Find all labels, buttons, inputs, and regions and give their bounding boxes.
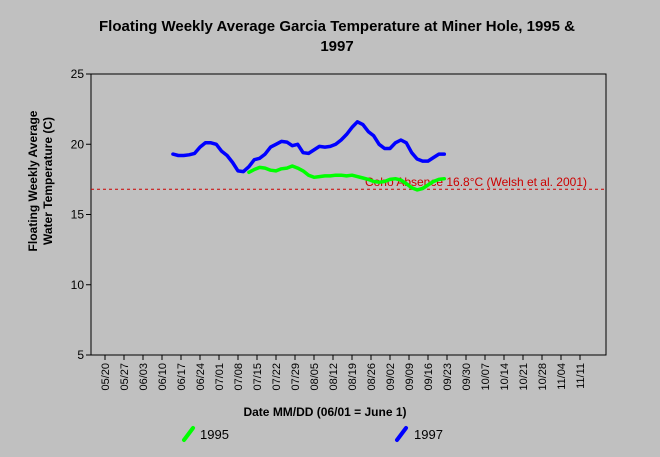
x-tick-label: 09/02 <box>385 363 397 391</box>
series-1995-line <box>247 164 447 192</box>
x-tick-label: 06/24 <box>195 363 207 391</box>
x-tick-label: 10/21 <box>518 363 530 391</box>
chart-title-line2: 1997 <box>320 38 353 55</box>
x-tick-label: 09/09 <box>404 363 416 391</box>
x-tick-label: 08/12 <box>328 363 340 391</box>
y-axis-label-line1: Floating Weekly Average <box>26 110 40 251</box>
legend-label-1995: 1995 <box>200 427 229 442</box>
x-tick-label: 06/03 <box>138 363 150 391</box>
x-tick-label: 06/10 <box>157 363 169 391</box>
x-tick-label: 10/28 <box>537 363 549 391</box>
x-tick-label: 11/11 <box>575 363 587 389</box>
x-tick-label: 11/04 <box>556 363 568 390</box>
threshold-label: Coho Absence 16.8°C (Welsh et al. 2001) <box>365 175 587 189</box>
legend-swatch-1997 <box>395 426 408 442</box>
x-tick-label: 08/19 <box>347 363 359 391</box>
x-tick-label: 07/29 <box>290 363 302 391</box>
y-tick-label: 25 <box>71 67 85 81</box>
x-tick-label: 07/15 <box>252 363 264 391</box>
x-tick-label: 05/20 <box>100 363 112 391</box>
series-1997-line <box>171 120 447 174</box>
x-tick-label: 10/14 <box>499 363 511 391</box>
x-tick-label: 09/23 <box>442 363 454 391</box>
x-tick-label: 07/08 <box>233 363 245 391</box>
y-tick-label: 20 <box>71 137 85 151</box>
x-tick-label: 05/27 <box>119 363 131 391</box>
y-tick-label: 10 <box>71 278 85 292</box>
x-tick-label: 08/26 <box>366 363 378 391</box>
y-axis-ticks: 5 10 15 20 25 <box>71 67 91 362</box>
x-axis-label: Date MM/DD (06/01 = June 1) <box>243 405 406 419</box>
plot-area <box>90 73 607 356</box>
y-tick-label: 5 <box>77 348 84 362</box>
x-axis-ticks: 05/20 05/27 06/03 06/10 06/17 06/24 07/01 07/08… <box>100 355 587 391</box>
legend: 1995 1997 <box>182 426 443 442</box>
x-tick-label: 09/30 <box>461 363 473 391</box>
legend-item-1995: 1995 <box>182 426 229 442</box>
legend-item-1997: 1997 <box>395 426 443 442</box>
x-tick-label: 06/17 <box>176 363 188 391</box>
legend-swatch-1995 <box>182 426 195 442</box>
x-tick-label: 07/22 <box>271 363 283 391</box>
y-tick-label: 15 <box>71 208 85 222</box>
x-tick-label: 10/07 <box>480 363 492 391</box>
x-tick-label: 09/16 <box>423 363 435 391</box>
chart-title-line1: Floating Weekly Average Garcia Temperatu… <box>99 18 575 35</box>
x-tick-label: 08/05 <box>309 363 321 391</box>
y-axis-label-line2: Water Temperature (C) <box>41 117 55 245</box>
legend-label-1997: 1997 <box>414 427 443 442</box>
x-tick-label: 07/01 <box>214 363 226 391</box>
